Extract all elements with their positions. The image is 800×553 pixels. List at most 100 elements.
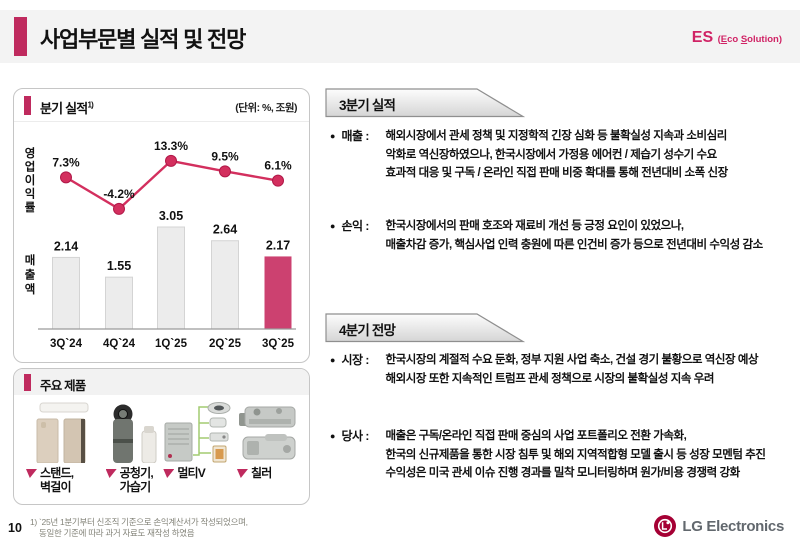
page-title: 사업부문별 실적 및 전망 [40, 27, 246, 52]
bullet-dot-icon: ● [330, 355, 336, 365]
footnote-line: 동일한 기준에 따라 과거 자료도 재작성 하였음 [39, 528, 195, 539]
product-label: 공청기, 가습기 [105, 466, 154, 495]
product-label: 스탠드, 벽걸이 [26, 466, 74, 495]
bullet-text-line: 매출은 구독/온라인 직접 판매 중심의 사업 포트폴리오 전환 가속화, [385, 430, 687, 442]
axis-label-char: 출 [25, 268, 36, 282]
axis-label-char: 영 [25, 147, 36, 160]
bullet-dot-icon: ● [330, 131, 336, 141]
division-subtitle: (Eco Solution) [717, 34, 782, 45]
q3-results-banner: 3분기 실적 [325, 88, 526, 118]
q4-market-bullet: ● 시장 : 한국시장의 계절적 수요 둔화, 정부 지원 사업 축소, 건설 … [330, 351, 795, 388]
category-label: 3Q`25 [262, 338, 295, 350]
footnote-reference: 1) [87, 100, 93, 110]
category-label: 1Q`25 [155, 338, 188, 350]
category-label: 3Q`24 [50, 338, 83, 350]
flag-triangle-icon [105, 469, 117, 478]
opm-marker [219, 165, 231, 178]
air-purifier-humidifier-image [106, 399, 162, 463]
unit-label: (단위: %, 조원) [235, 102, 297, 114]
q3-sales-bullet: ● 매출 : 해외시장에서 관세 정책 및 지정학적 긴장 심화 등 불확실성 … [330, 127, 795, 183]
revenue-bar [157, 226, 185, 330]
opm-value-label: 7.3% [52, 155, 80, 169]
bullet-text-line: 해외시장에서 관세 정책 및 지정학적 긴장 심화 등 불확실성 지속과 소비심… [385, 130, 727, 142]
q4-outlook-banner: 4분기 전망 [325, 313, 526, 343]
bullet-label: 시장 : [341, 353, 369, 367]
category-label: 2Q`25 [209, 338, 242, 350]
lg-symbol-icon [654, 515, 677, 537]
bullet-text-line: 악화로 역신장하였으나, 한국시장에서 가정용 에어컨 / 제습기 성수기 수요 [385, 148, 717, 161]
quarterly-panel-title: 분기 실적1) [40, 100, 94, 116]
bullet-text: 해외시장에서 관세 정책 및 지정학적 긴장 심화 등 불확실성 지속과 소비심… [385, 127, 728, 183]
opm-value-label: -4.2% [103, 187, 135, 201]
accent-bar [24, 96, 31, 115]
axis-label-char: 익 [25, 188, 36, 201]
bullet-text-line: 한국시장에서의 판매 호조와 재료비 개선 등 긍정 요인이 있었으나, [385, 220, 684, 232]
bullet-text-line: 매출차감 증가, 핵심사업 인력 충원에 따른 인건비 증가 등으로 전년대비 … [385, 238, 763, 251]
bullet-text: 매출은 구독/온라인 직접 판매 중심의 사업 포트폴리오 전환 가속화, 한국의… [385, 427, 766, 483]
revenue-bar [264, 256, 292, 329]
bullet-text-line: 해외시장 또한 지속적인 트럼프 관세 정책으로 시장의 불확실성 지속 우려 [385, 372, 715, 385]
products-panel-header: 주요 제품 [14, 369, 309, 395]
axis-label-char: 업 [25, 161, 36, 174]
axis-label-char: 매 [25, 253, 36, 267]
revenue-value-label: 2.17 [266, 238, 290, 252]
bullet-text-line: 효과적 대응 및 구독 / 온라인 직접 판매 비중 확대를 통해 전년대비 소… [385, 167, 728, 180]
q4-banner-title: 4분기 전망 [339, 323, 396, 338]
flag-triangle-icon [163, 469, 175, 478]
lg-wordmark: LG Electronics [682, 517, 784, 535]
footnote: 1) `25년 1분기부터 신조직 기준으로 손익계산서가 작성되었으며, 동일… [30, 517, 248, 540]
opm-marker [272, 174, 284, 187]
q3-banner-title: 3분기 실적 [339, 98, 396, 113]
revenue-value-label: 2.64 [213, 223, 237, 237]
bullet-text-line: 한국의 신규제품을 통한 시장 침투 및 해외 지역적합형 모델 출시 등 성장… [385, 448, 766, 461]
page-number: 10 [8, 521, 22, 535]
revenue-value-label: 1.55 [107, 259, 131, 273]
product-item: 스탠드, 벽걸이 [26, 399, 104, 504]
opm-value-label: 6.1% [264, 159, 292, 173]
opm-marker [113, 202, 125, 215]
header-band: 사업부문별 실적 및 전망 ES (Eco Solution) [0, 10, 800, 63]
flag-triangle-icon [26, 469, 37, 478]
category-label: 4Q`24 [103, 338, 136, 350]
main-products-panel: 주요 제품 스탠드, 벽걸이 [13, 368, 310, 505]
revenue-value-label: 2.14 [54, 239, 78, 253]
product-label: 칠러 [236, 466, 272, 481]
opm-marker [165, 154, 177, 167]
bullet-text-line: 수익성은 미국 관세 이슈 진행 경과를 밀착 모니터링하며 원가/비용 경쟁력… [385, 467, 740, 480]
opm-value-label: 13.3% [154, 139, 188, 153]
axis-label-char: 이 [25, 173, 36, 187]
product-item: 멀티V [163, 399, 235, 504]
flag-triangle-icon [236, 469, 248, 478]
division-code: ES [691, 29, 714, 46]
products-row: 스탠드, 벽걸이 공청기, 가습기 [14, 397, 309, 504]
bullet-dot-icon: ● [330, 221, 336, 231]
bullet-dot-icon: ● [330, 431, 336, 441]
stand-wall-aircon-image [26, 399, 104, 463]
bullet-label: 손익 : [341, 219, 369, 233]
lg-electronics-logo: LG Electronics [654, 515, 784, 537]
axis-label-char: 액 [25, 283, 36, 296]
revenue-bar [105, 276, 133, 330]
q4-company-bullet: ● 당사 : 매출은 구독/온라인 직접 판매 중심의 사업 포트폴리오 전환 … [330, 427, 795, 483]
product-item: 칠러 [236, 399, 299, 504]
opm-marker [60, 171, 72, 184]
q3-profit-bullet: ● 손익 : 한국시장에서의 판매 호조와 재료비 개선 등 긍정 요인이 있었… [330, 217, 795, 254]
chiller-image [237, 399, 299, 463]
bullet-label: 당사 : [341, 429, 369, 443]
bullet-label: 매출 : [341, 129, 369, 143]
products-panel-title: 주요 제품 [40, 379, 86, 393]
revenue-value-label: 3.05 [159, 209, 183, 223]
division-badge: ES (Eco Solution) [692, 29, 782, 47]
title-accent-bar [14, 17, 27, 56]
opm-value-label: 9.5% [211, 149, 239, 163]
multi-v-system-image [163, 399, 235, 463]
opm-line [65, 159, 279, 211]
product-label: 멀티V [163, 466, 206, 481]
axis-label-char: 률 [25, 201, 36, 214]
bullet-text: 한국시장에서의 판매 호조와 재료비 개선 등 긍정 요인이 있었으나, 매출차감… [385, 217, 763, 254]
bullet-text: 한국시장의 계절적 수요 둔화, 정부 지원 사업 축소, 건설 경기 불황으로… [385, 351, 758, 388]
product-item: 공청기, 가습기 [105, 399, 162, 504]
